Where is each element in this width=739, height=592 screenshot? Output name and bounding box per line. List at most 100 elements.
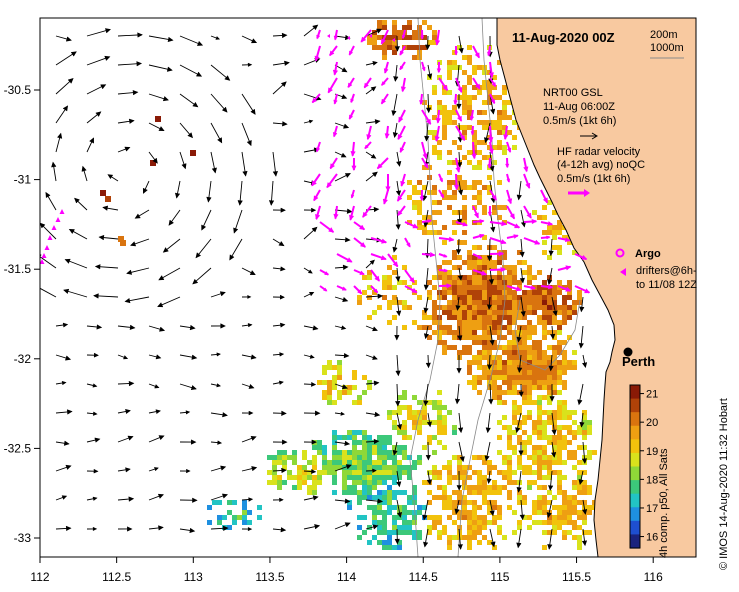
sst-pixel — [542, 505, 547, 510]
current-vector-head — [250, 354, 257, 360]
sst-pixel — [412, 465, 417, 470]
sst-pixel — [432, 285, 437, 290]
sst-pixel — [367, 490, 372, 495]
sst-pixel — [577, 445, 582, 450]
sst-pixel — [497, 385, 502, 390]
current-vector-head — [128, 380, 135, 387]
sst-pixel — [482, 205, 487, 210]
sst-pixel — [387, 475, 392, 480]
sst-pixel — [532, 505, 537, 510]
hf-vector-head — [426, 119, 431, 125]
current-vector-head — [392, 246, 398, 253]
hf-vector-head — [401, 34, 406, 40]
sst-pixel — [557, 360, 562, 365]
sst-pixel — [342, 455, 347, 460]
sst-pixel — [482, 305, 487, 310]
sst-pixel — [557, 345, 562, 350]
sst-pixel — [502, 265, 507, 270]
sst-pixel — [507, 345, 512, 350]
sst-pixel — [452, 120, 457, 125]
sst-pixel — [382, 280, 387, 285]
sst-pixel — [407, 405, 412, 410]
hf-vector-head — [490, 99, 495, 105]
sst-pixel — [567, 360, 572, 365]
sst-pixel — [502, 85, 507, 90]
sst-pixel — [372, 470, 377, 475]
sst-pixel — [577, 515, 582, 520]
sst-pixel — [412, 515, 417, 520]
sst-pixel — [382, 445, 387, 450]
colorbar-segment — [630, 442, 640, 446]
sst-pixel — [492, 305, 497, 310]
sst-pixel — [402, 515, 407, 520]
colorbar-segment — [630, 387, 640, 392]
sst-pixel — [257, 505, 262, 510]
hf-vector-head — [491, 82, 496, 88]
sst-pixel — [392, 45, 397, 50]
sst-pixel — [457, 310, 462, 315]
current-vector-head — [456, 249, 462, 255]
sst-pixel — [497, 290, 502, 295]
sst-pixel — [487, 185, 492, 190]
current-vector-head — [490, 226, 496, 233]
sst-pixel — [397, 405, 402, 410]
current-vector-head — [518, 391, 524, 398]
sst-pixel — [487, 295, 492, 300]
sst-pixel — [552, 365, 557, 370]
sst-pixel — [482, 335, 487, 340]
sst-pixel — [412, 420, 417, 425]
hf-vector-head — [409, 277, 415, 284]
current-vector-head — [249, 270, 256, 275]
sst-pixel — [542, 385, 547, 390]
sst-pixel — [562, 320, 567, 325]
sst-pixel — [512, 305, 517, 310]
current-vector-head — [216, 352, 221, 357]
drifter-position — [44, 245, 50, 250]
sst-pixel — [222, 515, 227, 520]
sst-pixel — [552, 330, 557, 335]
sst-pixel — [487, 265, 492, 270]
sst-pixel — [567, 305, 572, 310]
sst-pixel — [412, 485, 417, 490]
current-vector-head — [489, 165, 495, 172]
sst-pixel — [547, 390, 552, 395]
sst-pixel — [407, 465, 412, 470]
sst-pixel — [472, 70, 477, 75]
sst-pixel — [377, 435, 382, 440]
sst-pixel — [537, 510, 542, 515]
sst-pixel — [482, 315, 487, 320]
sst-pixel — [562, 495, 567, 500]
sst-pixel — [462, 535, 467, 540]
sst-pixel — [422, 480, 427, 485]
sst-pixel — [427, 130, 432, 135]
sst-pixel — [432, 305, 437, 310]
sst-pixel — [527, 365, 532, 370]
sst-pixel — [462, 515, 467, 520]
sst-pixel — [547, 385, 552, 390]
sst-pixel — [482, 340, 487, 345]
sst-pixel — [392, 270, 397, 275]
sst-pixel — [542, 285, 547, 290]
sst-pixel — [452, 190, 457, 195]
sst-pixel — [482, 350, 487, 355]
current-vector-head — [248, 410, 254, 416]
sst-pixel — [492, 355, 497, 360]
sst-pixel — [482, 255, 487, 260]
sst-pixel — [527, 290, 532, 295]
sst-pixel — [562, 370, 567, 375]
sst-pixel — [497, 310, 502, 315]
sst-pixel — [467, 265, 472, 270]
sst-pixel — [412, 490, 417, 495]
sst-pixel — [437, 330, 442, 335]
sst-pixel — [532, 330, 537, 335]
current-vector-head — [551, 429, 557, 436]
sst-pixel — [367, 315, 372, 320]
sst-pixel — [497, 255, 502, 260]
hf-vector-head — [514, 223, 521, 229]
sst-pixel — [527, 410, 532, 415]
hf-vector-head — [381, 38, 386, 45]
sst-pixel — [302, 480, 307, 485]
sst-pixel — [522, 375, 527, 380]
sst-pixel — [462, 465, 467, 470]
sst-pixel — [552, 210, 557, 215]
